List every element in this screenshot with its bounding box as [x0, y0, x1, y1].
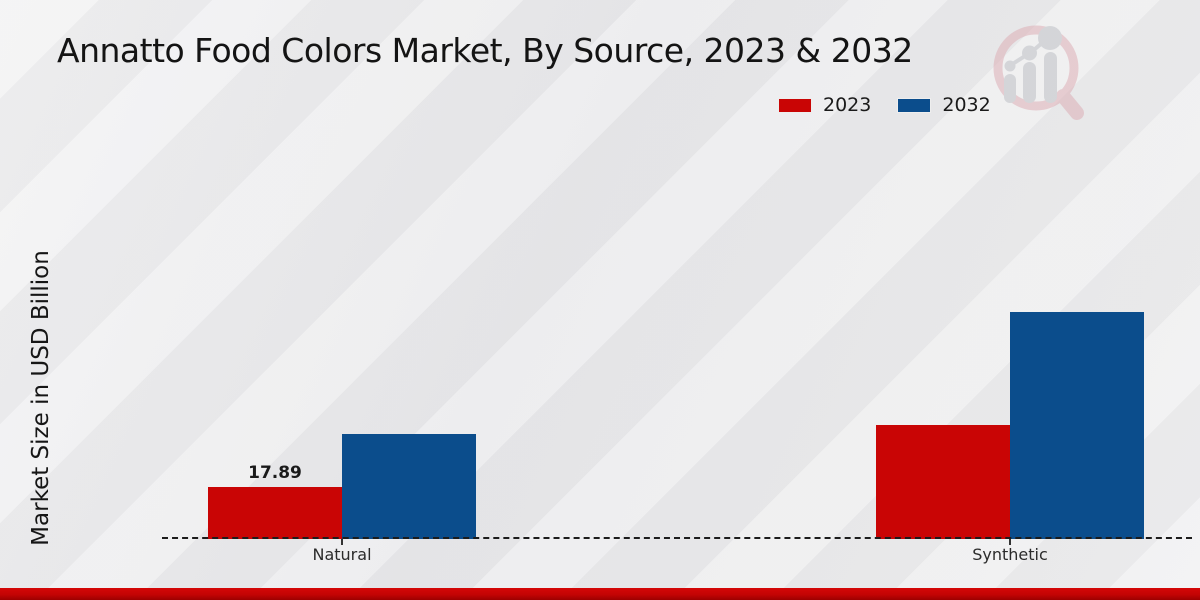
- bar-synthetic-2032: [1010, 312, 1144, 539]
- chart-title: Annatto Food Colors Market, By Source, 2…: [57, 31, 913, 70]
- legend-label: 2023: [823, 94, 872, 116]
- x-axis-tick-natural: [341, 539, 343, 545]
- legend-item-2032: 2032: [897, 94, 991, 116]
- bar-natural-2032: [342, 434, 476, 539]
- x-axis-baseline: [162, 537, 1192, 539]
- magnifier-bar-chart-logo-icon: [993, 25, 1084, 120]
- bar-value-label: 17.89: [248, 463, 302, 483]
- bar-synthetic-2023: [876, 425, 1010, 539]
- x-axis-category-label: Synthetic: [972, 545, 1048, 564]
- legend-swatch-icon: [897, 97, 932, 113]
- footer-accent-bar: [0, 588, 1200, 600]
- legend: 2023 2032: [778, 90, 1017, 120]
- legend-item-2023: 2023: [778, 94, 871, 116]
- bar-natural-2023: [208, 487, 342, 539]
- x-axis-category-label: Natural: [312, 545, 372, 564]
- legend-label: 2032: [942, 94, 991, 116]
- x-axis-tick-synthetic: [1009, 539, 1011, 545]
- legend-swatch-icon: [778, 97, 812, 113]
